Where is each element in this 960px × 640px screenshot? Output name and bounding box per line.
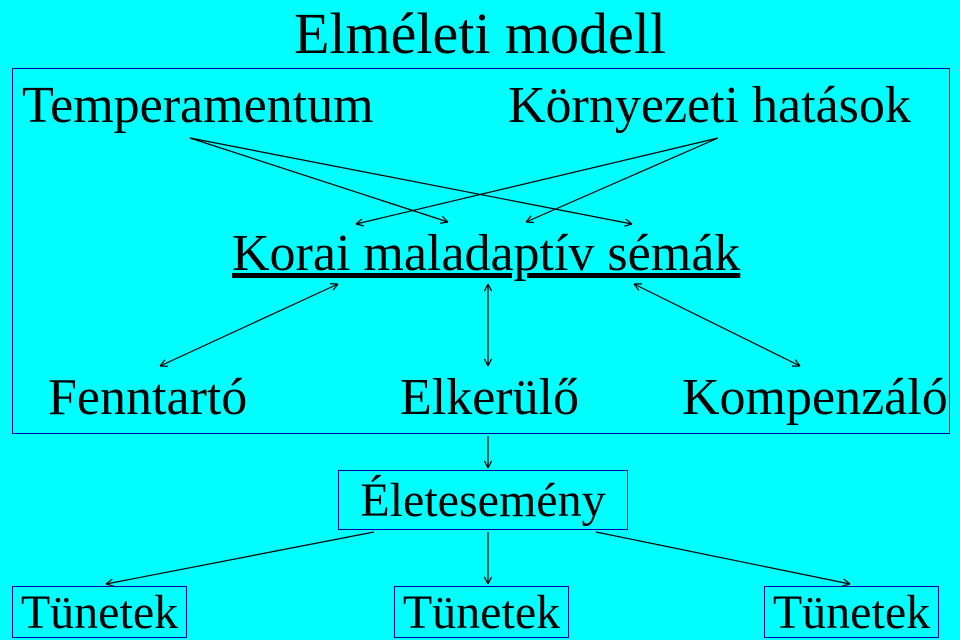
label-fenntarto: Fenntartó [48, 368, 247, 427]
label-korai: Korai maladaptív sémák [232, 224, 740, 283]
label-kompenzalo: Kompenzáló [682, 368, 948, 427]
page-title: Elméleti modell [0, 0, 960, 67]
tunetek-text-2: Tünetek [403, 585, 560, 640]
label-kornyezeti: Környezeti hatások [508, 76, 911, 135]
tunetek-text-3: Tünetek [773, 585, 930, 640]
label-temperamentum-text: Temperamentum [22, 77, 374, 134]
tunetek-box-1: Tünetek [12, 586, 187, 638]
label-fenntarto-text: Fenntartó [48, 369, 247, 426]
title-text: Elméleti modell [294, 0, 666, 67]
label-kompenzalo-text: Kompenzáló [682, 369, 948, 426]
label-kornyezeti-text: Környezeti hatások [508, 77, 911, 134]
eletesemeny-box: Életesemény [338, 470, 628, 530]
eletesemeny-text: Életesemény [360, 473, 605, 528]
tunetek-text-1: Tünetek [21, 585, 178, 640]
label-elkerulo-text: Elkerülő [400, 369, 579, 426]
label-korai-text: Korai maladaptív sémák [232, 225, 740, 282]
tunetek-box-2: Tünetek [394, 586, 569, 638]
label-temperamentum: Temperamentum [22, 76, 374, 135]
tunetek-box-3: Tünetek [764, 586, 939, 638]
label-elkerulo: Elkerülő [400, 368, 579, 427]
